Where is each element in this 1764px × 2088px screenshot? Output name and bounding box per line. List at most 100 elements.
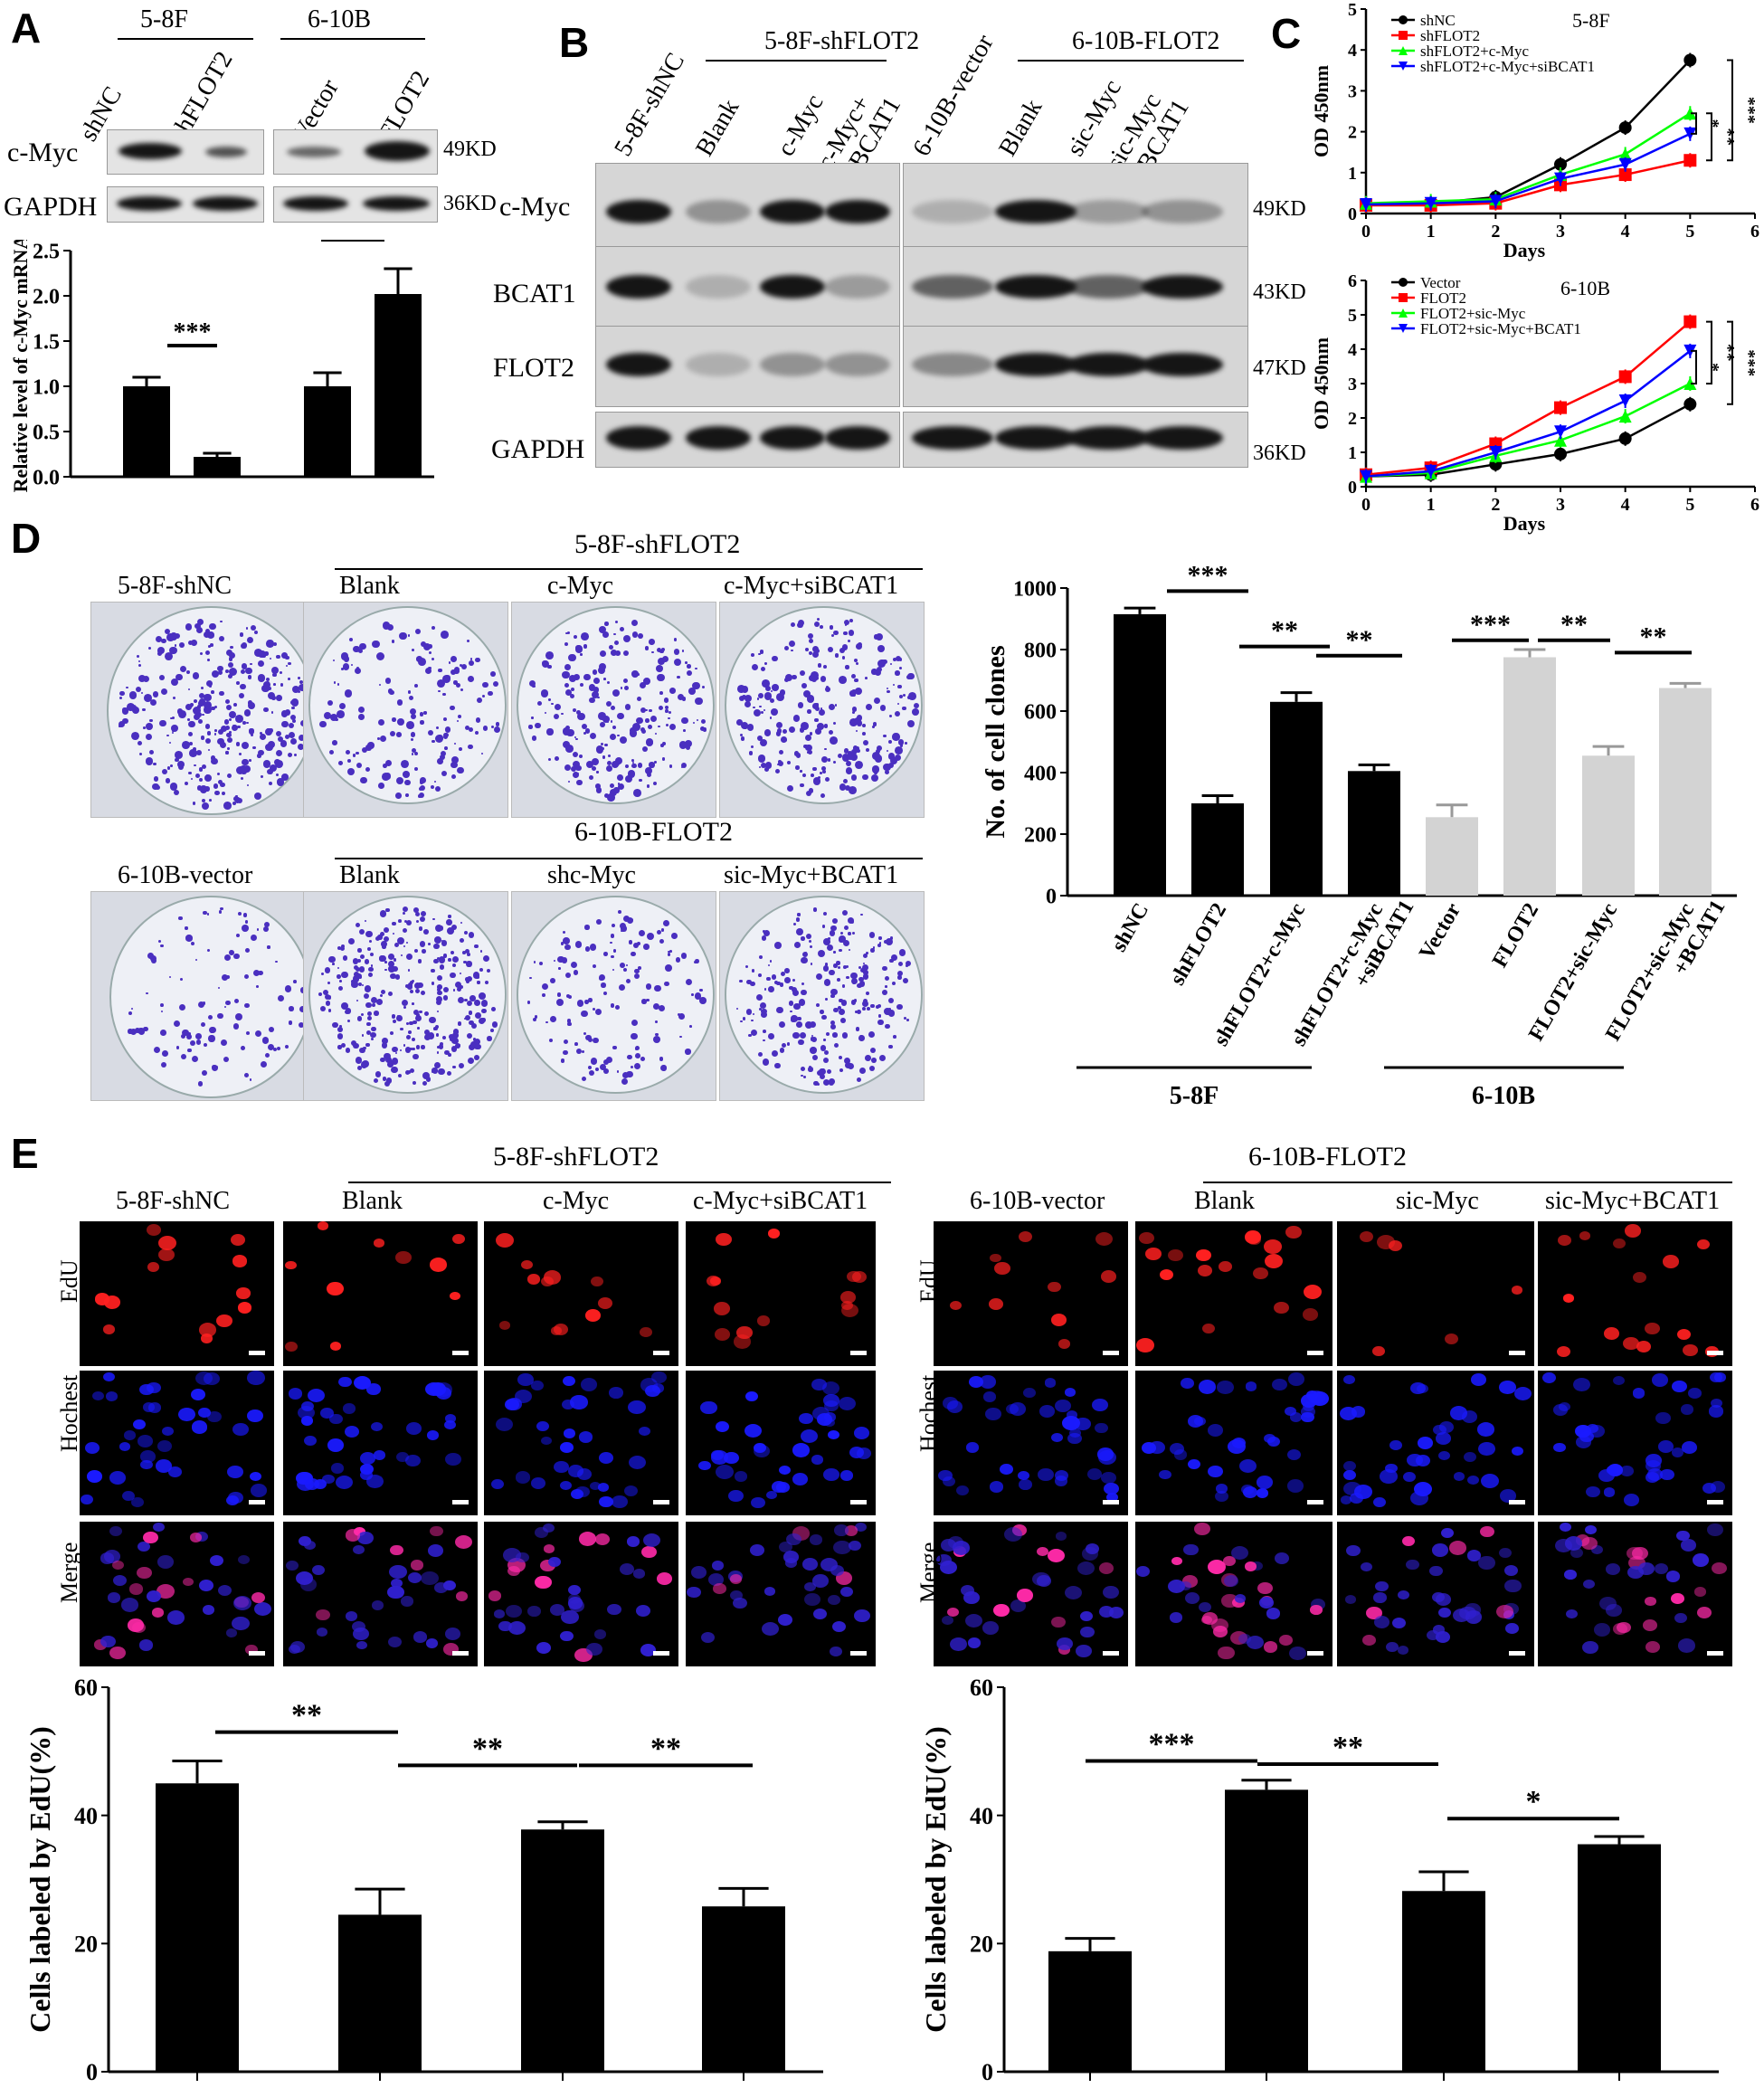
cell-nucleus xyxy=(107,1592,120,1603)
cell-nucleus xyxy=(1188,1458,1201,1470)
cell-nucleus xyxy=(801,1428,819,1443)
cell-nucleus xyxy=(1310,1605,1323,1615)
cell-nucleus xyxy=(84,1441,100,1454)
cell-nucleus xyxy=(199,1580,214,1591)
cell-nucleus xyxy=(139,1383,155,1396)
cell-nucleus xyxy=(1198,1380,1217,1394)
colony xyxy=(226,773,232,779)
colony xyxy=(865,1055,871,1061)
cell-nucleus xyxy=(1417,1437,1433,1449)
colony xyxy=(551,702,554,706)
colony xyxy=(239,753,242,756)
colony xyxy=(565,972,572,978)
cell-nucleus xyxy=(317,1221,328,1231)
colony xyxy=(561,712,564,716)
colony xyxy=(547,757,551,761)
colony xyxy=(398,919,403,924)
colony xyxy=(418,794,422,798)
colony xyxy=(242,758,249,766)
cell-nucleus xyxy=(1010,1599,1027,1612)
cell-nucleus xyxy=(308,1388,326,1402)
colony xyxy=(148,726,152,729)
colony xyxy=(245,1031,250,1036)
colony xyxy=(445,726,451,733)
colony xyxy=(258,970,263,975)
cell-nucleus xyxy=(1169,1443,1184,1456)
colony xyxy=(131,706,139,714)
colony xyxy=(887,997,895,1004)
colony xyxy=(746,1009,753,1015)
colony xyxy=(175,673,184,681)
cell-nucleus xyxy=(989,1481,1004,1493)
scale-bar xyxy=(1103,1500,1119,1504)
cell-nucleus xyxy=(1064,1387,1076,1397)
blot-row-label: c-Myc xyxy=(7,138,79,167)
cell-nucleus xyxy=(1431,1543,1448,1557)
colony xyxy=(866,747,870,752)
colony xyxy=(356,1016,363,1021)
cell-nucleus xyxy=(619,1562,635,1575)
cell-nucleus xyxy=(1016,1589,1034,1603)
colony xyxy=(382,1077,386,1081)
cell-nucleus xyxy=(1250,1561,1263,1571)
colony xyxy=(231,724,238,731)
colony xyxy=(194,699,198,703)
cell-nucleus xyxy=(640,1327,652,1338)
colony-plate-image xyxy=(511,602,716,818)
colony xyxy=(650,716,658,723)
cell-nucleus xyxy=(189,1533,202,1542)
colony xyxy=(411,649,414,651)
colony xyxy=(254,792,262,800)
colony xyxy=(784,968,790,973)
colony xyxy=(258,650,266,659)
colony xyxy=(659,649,665,654)
colony xyxy=(156,650,160,653)
cell-nucleus xyxy=(140,1450,156,1463)
colony xyxy=(653,1002,659,1010)
cell-nucleus xyxy=(1645,1597,1656,1606)
colony xyxy=(845,964,849,969)
cell-nucleus xyxy=(1712,1561,1727,1574)
colony xyxy=(592,669,598,675)
colony xyxy=(168,741,171,744)
colony xyxy=(208,1035,215,1042)
cell-nucleus xyxy=(1606,1604,1622,1617)
cell-nucleus xyxy=(158,1236,176,1251)
colony xyxy=(634,1047,639,1051)
colony xyxy=(841,984,846,988)
cell-nucleus xyxy=(1023,1388,1036,1399)
colony xyxy=(130,1029,138,1036)
colony xyxy=(338,702,346,709)
cell-nucleus xyxy=(1340,1495,1352,1505)
cell-nucleus xyxy=(651,1383,665,1393)
colony xyxy=(481,694,486,698)
cell-nucleus xyxy=(1201,1615,1213,1625)
colony xyxy=(821,925,825,928)
lane-label: Blank xyxy=(993,94,1048,161)
size-label: 49KD xyxy=(1253,197,1306,221)
size-label: 43KD xyxy=(1253,280,1306,304)
colony xyxy=(671,933,678,939)
group-label: 6-10B-FLOT2 xyxy=(1248,1142,1407,1172)
colony xyxy=(411,1037,415,1042)
protein-band xyxy=(686,353,751,376)
cell-nucleus xyxy=(103,1371,115,1381)
colony xyxy=(571,688,575,692)
cell-nucleus xyxy=(1645,1640,1660,1653)
cell-nucleus xyxy=(488,1590,502,1601)
row-label: EdU xyxy=(915,1259,942,1303)
colony xyxy=(290,714,297,720)
colony xyxy=(409,990,413,994)
colony xyxy=(866,703,872,710)
colony xyxy=(751,969,755,973)
cell-nucleus xyxy=(531,1477,545,1489)
colony xyxy=(632,943,639,948)
colony xyxy=(380,990,385,995)
cell-nucleus xyxy=(345,1529,361,1542)
colony xyxy=(411,738,414,742)
cell-nucleus xyxy=(167,1610,185,1625)
colony xyxy=(257,674,266,682)
x-tick-label: 4 xyxy=(1621,495,1630,515)
colony xyxy=(299,1005,307,1012)
protein-band xyxy=(606,200,671,223)
